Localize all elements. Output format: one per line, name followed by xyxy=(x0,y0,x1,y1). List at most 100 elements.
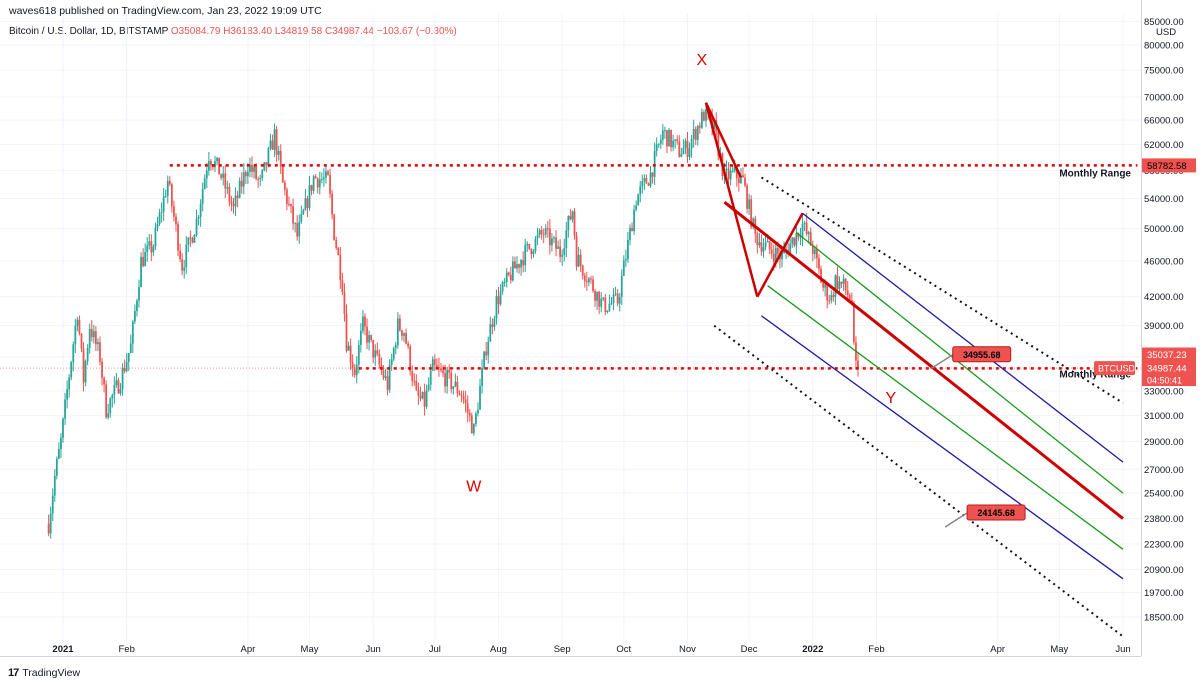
candle-body xyxy=(657,143,660,145)
candle-body xyxy=(433,359,436,365)
candle-body xyxy=(698,126,701,128)
candle-body xyxy=(136,300,138,311)
candle-body xyxy=(374,350,377,358)
candle-body xyxy=(378,354,381,365)
callout-pointer xyxy=(930,354,954,370)
candle-body xyxy=(162,196,165,212)
candle-body xyxy=(577,254,580,267)
candle-body xyxy=(737,178,740,184)
axis-price-tag xyxy=(1142,361,1196,376)
grid xyxy=(0,14,1141,648)
x-tick-label: Jul xyxy=(429,644,441,655)
candle-body xyxy=(228,187,231,202)
candle-body xyxy=(386,376,389,390)
candle-body xyxy=(343,292,346,314)
candle-body xyxy=(164,195,167,197)
y-tick-label: 70000.00 xyxy=(1144,93,1184,104)
candle-body xyxy=(197,216,200,219)
candle-body xyxy=(84,361,87,383)
candle-body xyxy=(51,495,54,514)
candle-body xyxy=(742,175,744,178)
candle-body xyxy=(131,321,134,344)
candle-body xyxy=(684,140,687,149)
candle-body xyxy=(485,351,488,356)
candle-body xyxy=(694,128,697,140)
x-tick-label: Apr xyxy=(990,644,1005,655)
candle-body xyxy=(700,111,703,128)
candle-body xyxy=(425,389,428,407)
candle-body xyxy=(766,241,769,243)
candle-body xyxy=(281,166,284,183)
candle-body xyxy=(292,206,294,224)
candle-body xyxy=(125,361,128,372)
candle-body xyxy=(551,238,553,246)
candle-body xyxy=(458,393,461,395)
candle-body xyxy=(302,210,305,214)
candle-body xyxy=(187,237,190,245)
candle-body xyxy=(290,204,292,207)
candle-body xyxy=(345,313,348,351)
candle-body xyxy=(398,318,401,331)
candle-body xyxy=(616,293,619,304)
candle-body xyxy=(505,272,508,282)
candle-body xyxy=(427,384,430,390)
candle-body xyxy=(567,215,570,231)
x-tick-label: Apr xyxy=(240,644,255,655)
candle-body xyxy=(316,178,319,188)
candle-body xyxy=(460,394,463,396)
candle-body xyxy=(776,248,779,254)
x-tick-label: Jun xyxy=(1115,644,1130,655)
candle-body xyxy=(298,222,301,237)
candle-body xyxy=(70,362,73,378)
candle-body xyxy=(97,342,99,345)
candle-body xyxy=(286,189,288,205)
candle-body xyxy=(596,291,599,301)
candle-body xyxy=(154,227,157,247)
candle-body xyxy=(520,260,523,268)
candle-body xyxy=(511,261,514,281)
candle-body xyxy=(571,211,574,220)
candle-body xyxy=(536,235,539,239)
candle-body xyxy=(138,287,140,301)
candle-body xyxy=(362,316,364,331)
candle-body xyxy=(333,214,336,240)
candle-body xyxy=(495,296,498,319)
candle-body xyxy=(499,291,502,305)
y-tick-label: 85000.00 xyxy=(1144,17,1184,28)
candle-body xyxy=(152,246,155,253)
candle-body xyxy=(590,278,592,280)
candle-body xyxy=(205,170,208,179)
candle-body xyxy=(816,249,818,259)
candle-body xyxy=(409,346,412,372)
candle-body xyxy=(158,212,161,224)
candle-body xyxy=(579,254,582,266)
candle-body xyxy=(842,278,845,284)
candle-body xyxy=(78,319,81,334)
candle-body xyxy=(544,228,547,235)
candle-body xyxy=(703,111,705,121)
candle-body xyxy=(407,343,410,347)
callout-text: 34955.68 xyxy=(963,350,1001,360)
candle-body xyxy=(618,296,621,304)
candle-body xyxy=(423,391,426,407)
channel-lower-dotted xyxy=(713,324,1124,638)
candle-body xyxy=(627,239,629,259)
candle-body xyxy=(826,284,829,301)
candle-body xyxy=(491,324,494,327)
candle-body xyxy=(581,265,584,276)
candle-body xyxy=(748,199,751,209)
candle-body xyxy=(146,245,149,252)
candle-body xyxy=(811,245,814,254)
candle-body xyxy=(55,458,58,476)
candle-body xyxy=(534,238,537,252)
x-tick-label: Sep xyxy=(554,644,571,655)
wave-label: X xyxy=(697,52,708,69)
x-tick-label: May xyxy=(301,644,319,655)
candle-body xyxy=(357,345,360,365)
candle-body xyxy=(830,295,833,301)
y-tick-label: 75000.00 xyxy=(1144,66,1184,77)
candle-body xyxy=(170,184,173,207)
candle-body xyxy=(832,295,835,297)
candle-body xyxy=(822,282,824,288)
